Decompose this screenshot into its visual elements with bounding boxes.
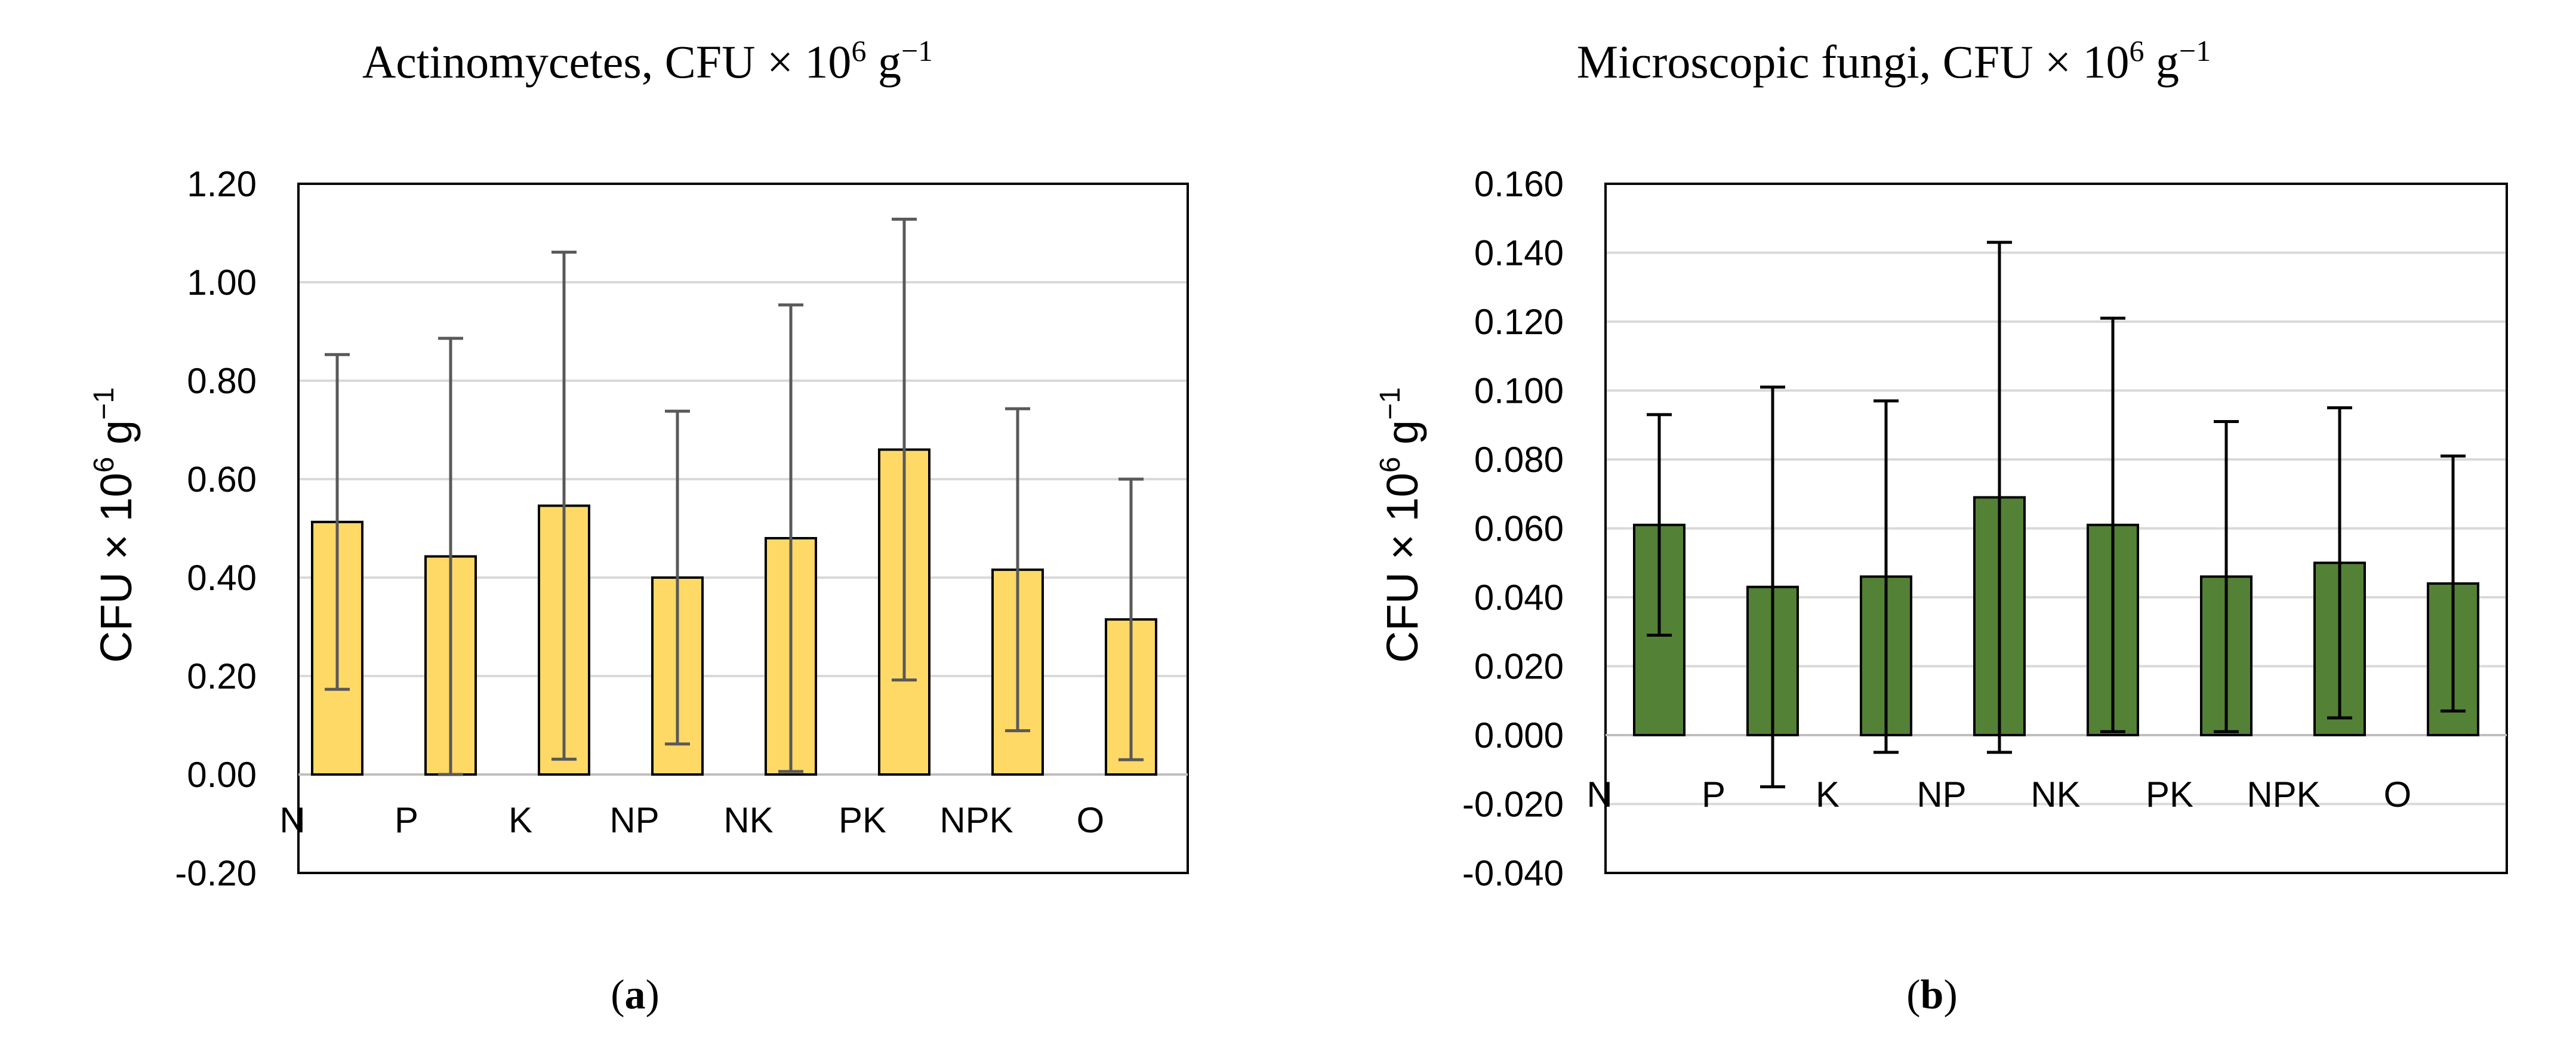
y-tick-label: 0.40 bbox=[187, 558, 257, 598]
text-part: 6 bbox=[851, 34, 866, 67]
y-tick-label: 0.000 bbox=[1474, 715, 1564, 755]
y-tick-label: 0.080 bbox=[1474, 440, 1564, 480]
text-part: g bbox=[1378, 420, 1427, 457]
y-tick-label: -0.020 bbox=[1462, 785, 1564, 825]
y-tick-label: 1.20 bbox=[187, 164, 257, 204]
text-part: ( bbox=[1906, 972, 1920, 1018]
y-tick-label: 0.120 bbox=[1474, 302, 1564, 342]
text-part: −1 bbox=[2179, 34, 2211, 67]
x-category-label: NPK bbox=[2247, 774, 2320, 814]
x-category-label: O bbox=[2384, 774, 2412, 814]
text-part: a bbox=[625, 972, 646, 1018]
x-category-label: NK bbox=[2030, 774, 2080, 814]
y-tick-label: 0.040 bbox=[1474, 578, 1564, 618]
x-category-label: N bbox=[1586, 774, 1612, 814]
chart-title: Microscopic fungi, CFU × 106 g−1 bbox=[1577, 34, 2211, 88]
y-tick-label: 0.00 bbox=[187, 755, 257, 795]
y-tick-label: -0.040 bbox=[1462, 853, 1564, 893]
text-part: −1 bbox=[901, 34, 933, 67]
text-part: CFU × 10 bbox=[1378, 473, 1427, 663]
y-tick-label: 0.160 bbox=[1474, 164, 1564, 204]
y-tick-label: 1.00 bbox=[187, 263, 257, 303]
chart-frame bbox=[20, 18, 1247, 929]
panel-caption: (b) bbox=[1906, 972, 1958, 1018]
text-part: ) bbox=[646, 972, 660, 1018]
x-category-label: P bbox=[395, 800, 418, 840]
y-tick-label: 0.020 bbox=[1474, 647, 1564, 687]
text-part: −1 bbox=[1375, 387, 1406, 420]
x-category-label: PK bbox=[839, 800, 886, 840]
x-category-label: K bbox=[509, 800, 532, 840]
x-category-label: NK bbox=[723, 800, 773, 840]
y-tick-label: 0.100 bbox=[1474, 371, 1564, 411]
text-part: ) bbox=[1943, 972, 1957, 1018]
y-axis-label: CFU × 106 g−1 bbox=[1375, 387, 1427, 663]
y-tick-label: 0.60 bbox=[187, 459, 257, 499]
chart-panel-1: -0.200.000.200.400.600.801.001.20N P K NP NK… bbox=[20, 18, 1247, 1018]
text-part: CFU × 10 bbox=[91, 473, 141, 663]
chart-panel-2: -0.040 -0.020 0.000 0.020 0.040 0.060 0.080 0.1… bbox=[1302, 18, 2562, 1018]
x-category-label: NP bbox=[1916, 774, 1966, 814]
text-part: ( bbox=[611, 972, 624, 1018]
chart-title: Actinomycetes, CFU × 106 g−1 bbox=[362, 34, 933, 88]
y-tick-label: 0.20 bbox=[187, 656, 257, 696]
text-part: b bbox=[1921, 972, 1944, 1018]
chart-frame bbox=[1302, 18, 2562, 929]
text-part: 6 bbox=[2130, 34, 2144, 67]
text-part: Actinomycetes, CFU × 10 bbox=[362, 36, 852, 88]
text-part: Microscopic fungi, CFU × 10 bbox=[1577, 36, 2130, 88]
y-tick-label: -0.20 bbox=[175, 853, 257, 893]
y-axis-label: CFU × 106 g−1 bbox=[88, 387, 141, 663]
x-category-label: NP bbox=[609, 800, 659, 840]
plot-area bbox=[1604, 183, 2508, 874]
plot-area bbox=[297, 183, 1189, 874]
text-part: g bbox=[866, 36, 901, 88]
y-tick-label: 0.140 bbox=[1474, 233, 1564, 273]
x-category-label: P bbox=[1702, 774, 1725, 814]
y-tick-label: 0.060 bbox=[1474, 509, 1564, 549]
x-category-label: NPK bbox=[939, 800, 1013, 840]
text-part: 6 bbox=[1375, 457, 1406, 473]
panel-caption: (a) bbox=[611, 972, 660, 1018]
text-part: g bbox=[91, 420, 141, 457]
text-part: g bbox=[2144, 36, 2180, 88]
x-category-label: O bbox=[1077, 800, 1105, 840]
y-tick-label: 0.80 bbox=[187, 361, 257, 401]
x-category-label: N bbox=[279, 800, 305, 840]
text-part: 6 bbox=[88, 457, 120, 473]
x-category-label: K bbox=[1816, 774, 1839, 814]
text-part: −1 bbox=[88, 387, 120, 420]
x-category-label: PK bbox=[2146, 774, 2193, 814]
